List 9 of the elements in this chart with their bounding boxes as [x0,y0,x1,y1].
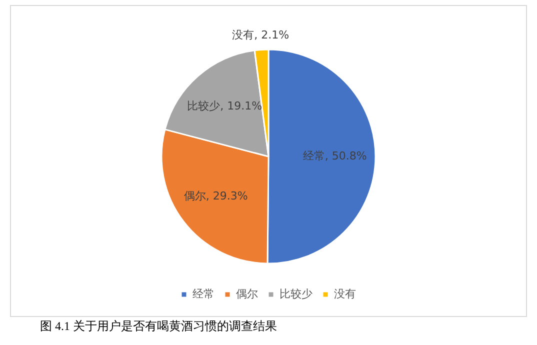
data-label: 偶尔, 29.3% [184,190,248,203]
caption: 图 4.1 关于用户是否有喝黄酒习惯的调查结果 [40,318,277,335]
data-label: 经常, 50.8% [302,150,367,163]
legend-label: 经常 [192,287,214,300]
data-label: 没有, 2.1% [232,28,290,42]
legend-label: 没有 [334,287,356,300]
data-label: 比较少, 19.1% [187,100,262,113]
legend-label: 偶尔 [236,287,258,300]
legend-label: 比较少 [280,287,312,300]
